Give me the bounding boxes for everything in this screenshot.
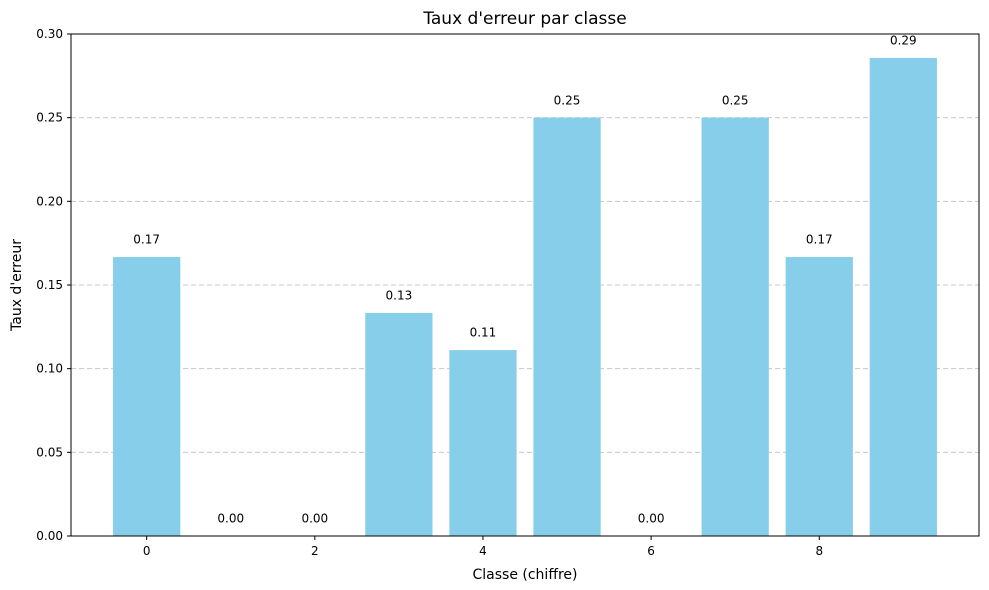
bar-class-3 bbox=[365, 312, 433, 536]
y-tick-label-0: 0.00 bbox=[36, 529, 63, 543]
y-tick-label-4: 0.20 bbox=[36, 194, 63, 208]
y-tick-label-6: 0.30 bbox=[36, 27, 63, 41]
x-tick-label-4: 8 bbox=[815, 544, 823, 558]
bar-label-class-2: 0.00 bbox=[301, 512, 328, 526]
bar-value-labels: 0.17 0.00 0.00 0.13 0.11 0.25 0.00 0.25 0.17 0.29 bbox=[133, 34, 916, 526]
bar-label-class-0: 0.17 bbox=[133, 233, 160, 247]
y-tick-label-3: 0.15 bbox=[36, 278, 63, 292]
x-axis-label: Classe (chiffre) bbox=[473, 567, 578, 583]
y-tick-label-5: 0.25 bbox=[36, 111, 63, 125]
bar-label-class-8: 0.17 bbox=[806, 233, 833, 247]
bar-label-class-4: 0.11 bbox=[470, 326, 497, 340]
x-tick-label-1: 2 bbox=[311, 544, 319, 558]
bar-label-class-6: 0.00 bbox=[638, 512, 665, 526]
bar-class-7 bbox=[701, 117, 769, 537]
y-axis-label: Taux d'erreur bbox=[9, 239, 25, 332]
bar-class-0 bbox=[113, 257, 181, 536]
bar-class-8 bbox=[785, 257, 853, 536]
bars bbox=[113, 57, 937, 537]
y-axis-ticks: 0.00 0.05 0.10 0.15 0.20 0.25 0.30 bbox=[36, 27, 71, 543]
bar-label-class-7: 0.25 bbox=[722, 93, 749, 107]
y-tick-label-2: 0.10 bbox=[36, 362, 63, 376]
chart-title: Taux d'erreur par classe bbox=[422, 9, 626, 29]
x-tick-label-3: 6 bbox=[647, 544, 655, 558]
x-tick-label-2: 4 bbox=[479, 544, 487, 558]
bar-label-class-9: 0.29 bbox=[890, 34, 917, 48]
bar-class-9 bbox=[869, 57, 937, 537]
x-tick-label-0: 0 bbox=[143, 544, 151, 558]
bar-label-class-3: 0.13 bbox=[386, 289, 413, 303]
bar-class-5 bbox=[533, 117, 601, 537]
bar-class-4 bbox=[449, 350, 517, 536]
bar-label-class-5: 0.25 bbox=[554, 93, 581, 107]
y-tick-label-1: 0.05 bbox=[36, 445, 63, 459]
bar-label-class-1: 0.00 bbox=[217, 512, 244, 526]
x-axis-ticks: 0 2 4 6 8 bbox=[143, 536, 823, 558]
